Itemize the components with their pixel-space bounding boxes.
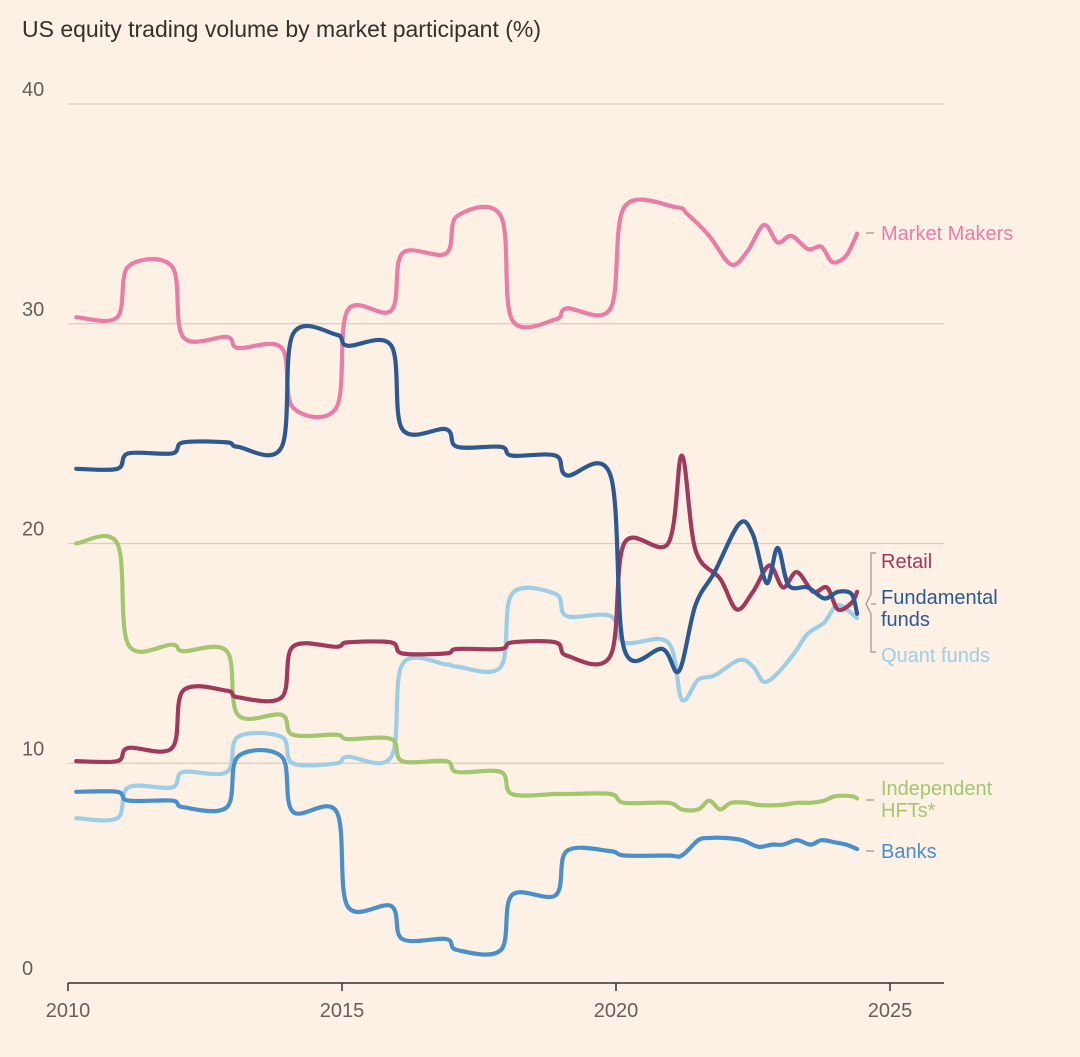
series-label-banks: Banks xyxy=(881,841,937,863)
series-line-independent-hfts xyxy=(74,534,860,813)
series-labels: Market Makers Fundamental funds Retail Quant… xyxy=(865,223,1013,863)
label-bracket xyxy=(865,552,876,653)
axes: 0 10 20 30 40 2010 2015 2020 2025 xyxy=(22,79,944,1022)
y-tick-label: 10 xyxy=(22,738,44,760)
x-tick-label: 2020 xyxy=(594,1000,639,1022)
series-lines xyxy=(74,197,860,957)
series-line-market-makers xyxy=(74,197,860,420)
series-label-market-makers: Market Makers xyxy=(881,223,1013,245)
series-label-quant-funds: Quant funds xyxy=(881,645,990,667)
series-label-fundamental-funds: Fundamental funds xyxy=(881,587,998,631)
y-tick-label: 40 xyxy=(22,79,44,101)
series-label-retail: Retail xyxy=(881,551,932,573)
series-label-independent-hfts: Independent HFTs* xyxy=(881,778,993,822)
y-tick-label: 20 xyxy=(22,519,44,541)
series-line-banks xyxy=(74,747,860,957)
chart-title: US equity trading volume by market parti… xyxy=(22,16,541,42)
x-tick-label: 2015 xyxy=(320,1000,365,1022)
x-tick-label: 2010 xyxy=(46,1000,91,1022)
series-line-quant-funds xyxy=(74,585,860,823)
grid-lines xyxy=(68,103,944,764)
series-line-fundamental-funds xyxy=(74,323,860,675)
x-tick-label: 2025 xyxy=(868,1000,913,1022)
series-line-retail xyxy=(74,453,860,765)
y-tick-label: 0 xyxy=(22,958,33,980)
y-tick-label: 30 xyxy=(22,299,44,321)
